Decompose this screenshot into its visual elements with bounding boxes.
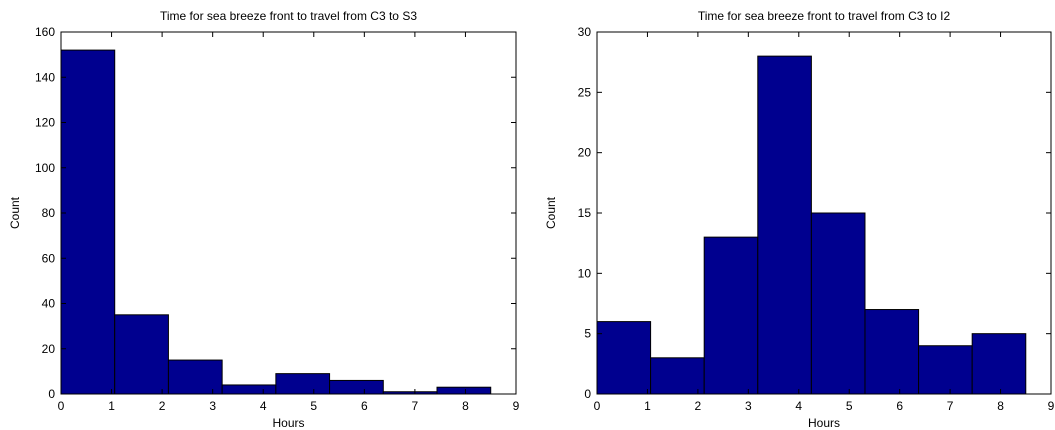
histogram-bar bbox=[275, 373, 331, 395]
histogram-bar bbox=[757, 55, 812, 395]
histogram-bar bbox=[329, 379, 384, 395]
x-tick-label: 7 bbox=[412, 399, 419, 413]
x-tick-label: 3 bbox=[209, 399, 216, 413]
x-tick-label: 4 bbox=[260, 399, 267, 413]
x-tick-label: 2 bbox=[695, 399, 702, 413]
x-tick-label: 4 bbox=[795, 399, 802, 413]
x-tick-label: 8 bbox=[462, 399, 469, 413]
y-tick-label: 10 bbox=[578, 266, 592, 280]
histogram-bar bbox=[221, 384, 277, 395]
x-tick-label: 5 bbox=[310, 399, 317, 413]
histogram-bar bbox=[864, 309, 920, 395]
histogram-bar bbox=[703, 236, 759, 395]
x-tick-label: 8 bbox=[997, 399, 1004, 413]
histogram-bar bbox=[167, 359, 223, 395]
chart-title: Time for sea breeze front to travel from… bbox=[698, 9, 951, 23]
x-tick-label: 6 bbox=[896, 399, 903, 413]
y-tick-label: 30 bbox=[578, 25, 592, 39]
x-axis-label: Hours bbox=[272, 416, 304, 430]
x-tick-label: 6 bbox=[361, 399, 368, 413]
histogram-bar bbox=[60, 49, 116, 395]
y-tick-label: 80 bbox=[42, 206, 56, 220]
y-tick-label: 15 bbox=[578, 206, 592, 220]
y-tick-label: 120 bbox=[35, 116, 55, 130]
histogram-bar bbox=[114, 314, 169, 395]
x-tick-label: 9 bbox=[1048, 399, 1055, 413]
y-tick-label: 5 bbox=[584, 327, 591, 341]
histogram-bar bbox=[810, 212, 866, 395]
y-tick-label: 100 bbox=[35, 161, 55, 175]
histogram-bar bbox=[436, 386, 492, 395]
y-tick-label: 0 bbox=[48, 387, 55, 401]
y-tick-label: 0 bbox=[584, 387, 591, 401]
y-tick-label: 140 bbox=[35, 70, 55, 84]
y-tick-label: 20 bbox=[578, 146, 592, 160]
y-axis-label: Count bbox=[8, 196, 22, 229]
histogram-bar bbox=[650, 357, 705, 395]
histogram-bar bbox=[596, 321, 652, 395]
y-tick-label: 25 bbox=[578, 85, 592, 99]
chart-title: Time for sea breeze front to travel from… bbox=[160, 9, 417, 23]
x-axis-label: Hours bbox=[808, 416, 840, 430]
y-tick-label: 40 bbox=[42, 297, 56, 311]
histogram-c3-to-s3: 0 1 2 3 4 5 6 7 8 9 0 20 40 60 80 100 120 140 160 Time for … bbox=[8, 9, 520, 430]
histogram-bar bbox=[971, 333, 1027, 395]
x-tick-label: 1 bbox=[644, 399, 651, 413]
histogram-c3-to-i2: 0 1 2 3 4 5 6 7 8 9 0 5 10 15 20 25 30 Time for sea breez… bbox=[544, 9, 1055, 430]
x-tick-label: 3 bbox=[745, 399, 752, 413]
x-tick-label: 0 bbox=[594, 399, 601, 413]
y-tick-label: 60 bbox=[42, 251, 56, 265]
x-tick-label: 9 bbox=[513, 399, 520, 413]
y-tick-label: 160 bbox=[35, 25, 55, 39]
x-tick-label: 5 bbox=[846, 399, 853, 413]
y-axis-label: Count bbox=[544, 196, 558, 229]
x-tick-label: 1 bbox=[108, 399, 115, 413]
y-tick-label: 20 bbox=[42, 342, 56, 356]
x-tick-label: 2 bbox=[159, 399, 166, 413]
histogram-bar bbox=[918, 345, 973, 395]
x-tick-label: 7 bbox=[947, 399, 954, 413]
x-tick-label: 0 bbox=[58, 399, 65, 413]
